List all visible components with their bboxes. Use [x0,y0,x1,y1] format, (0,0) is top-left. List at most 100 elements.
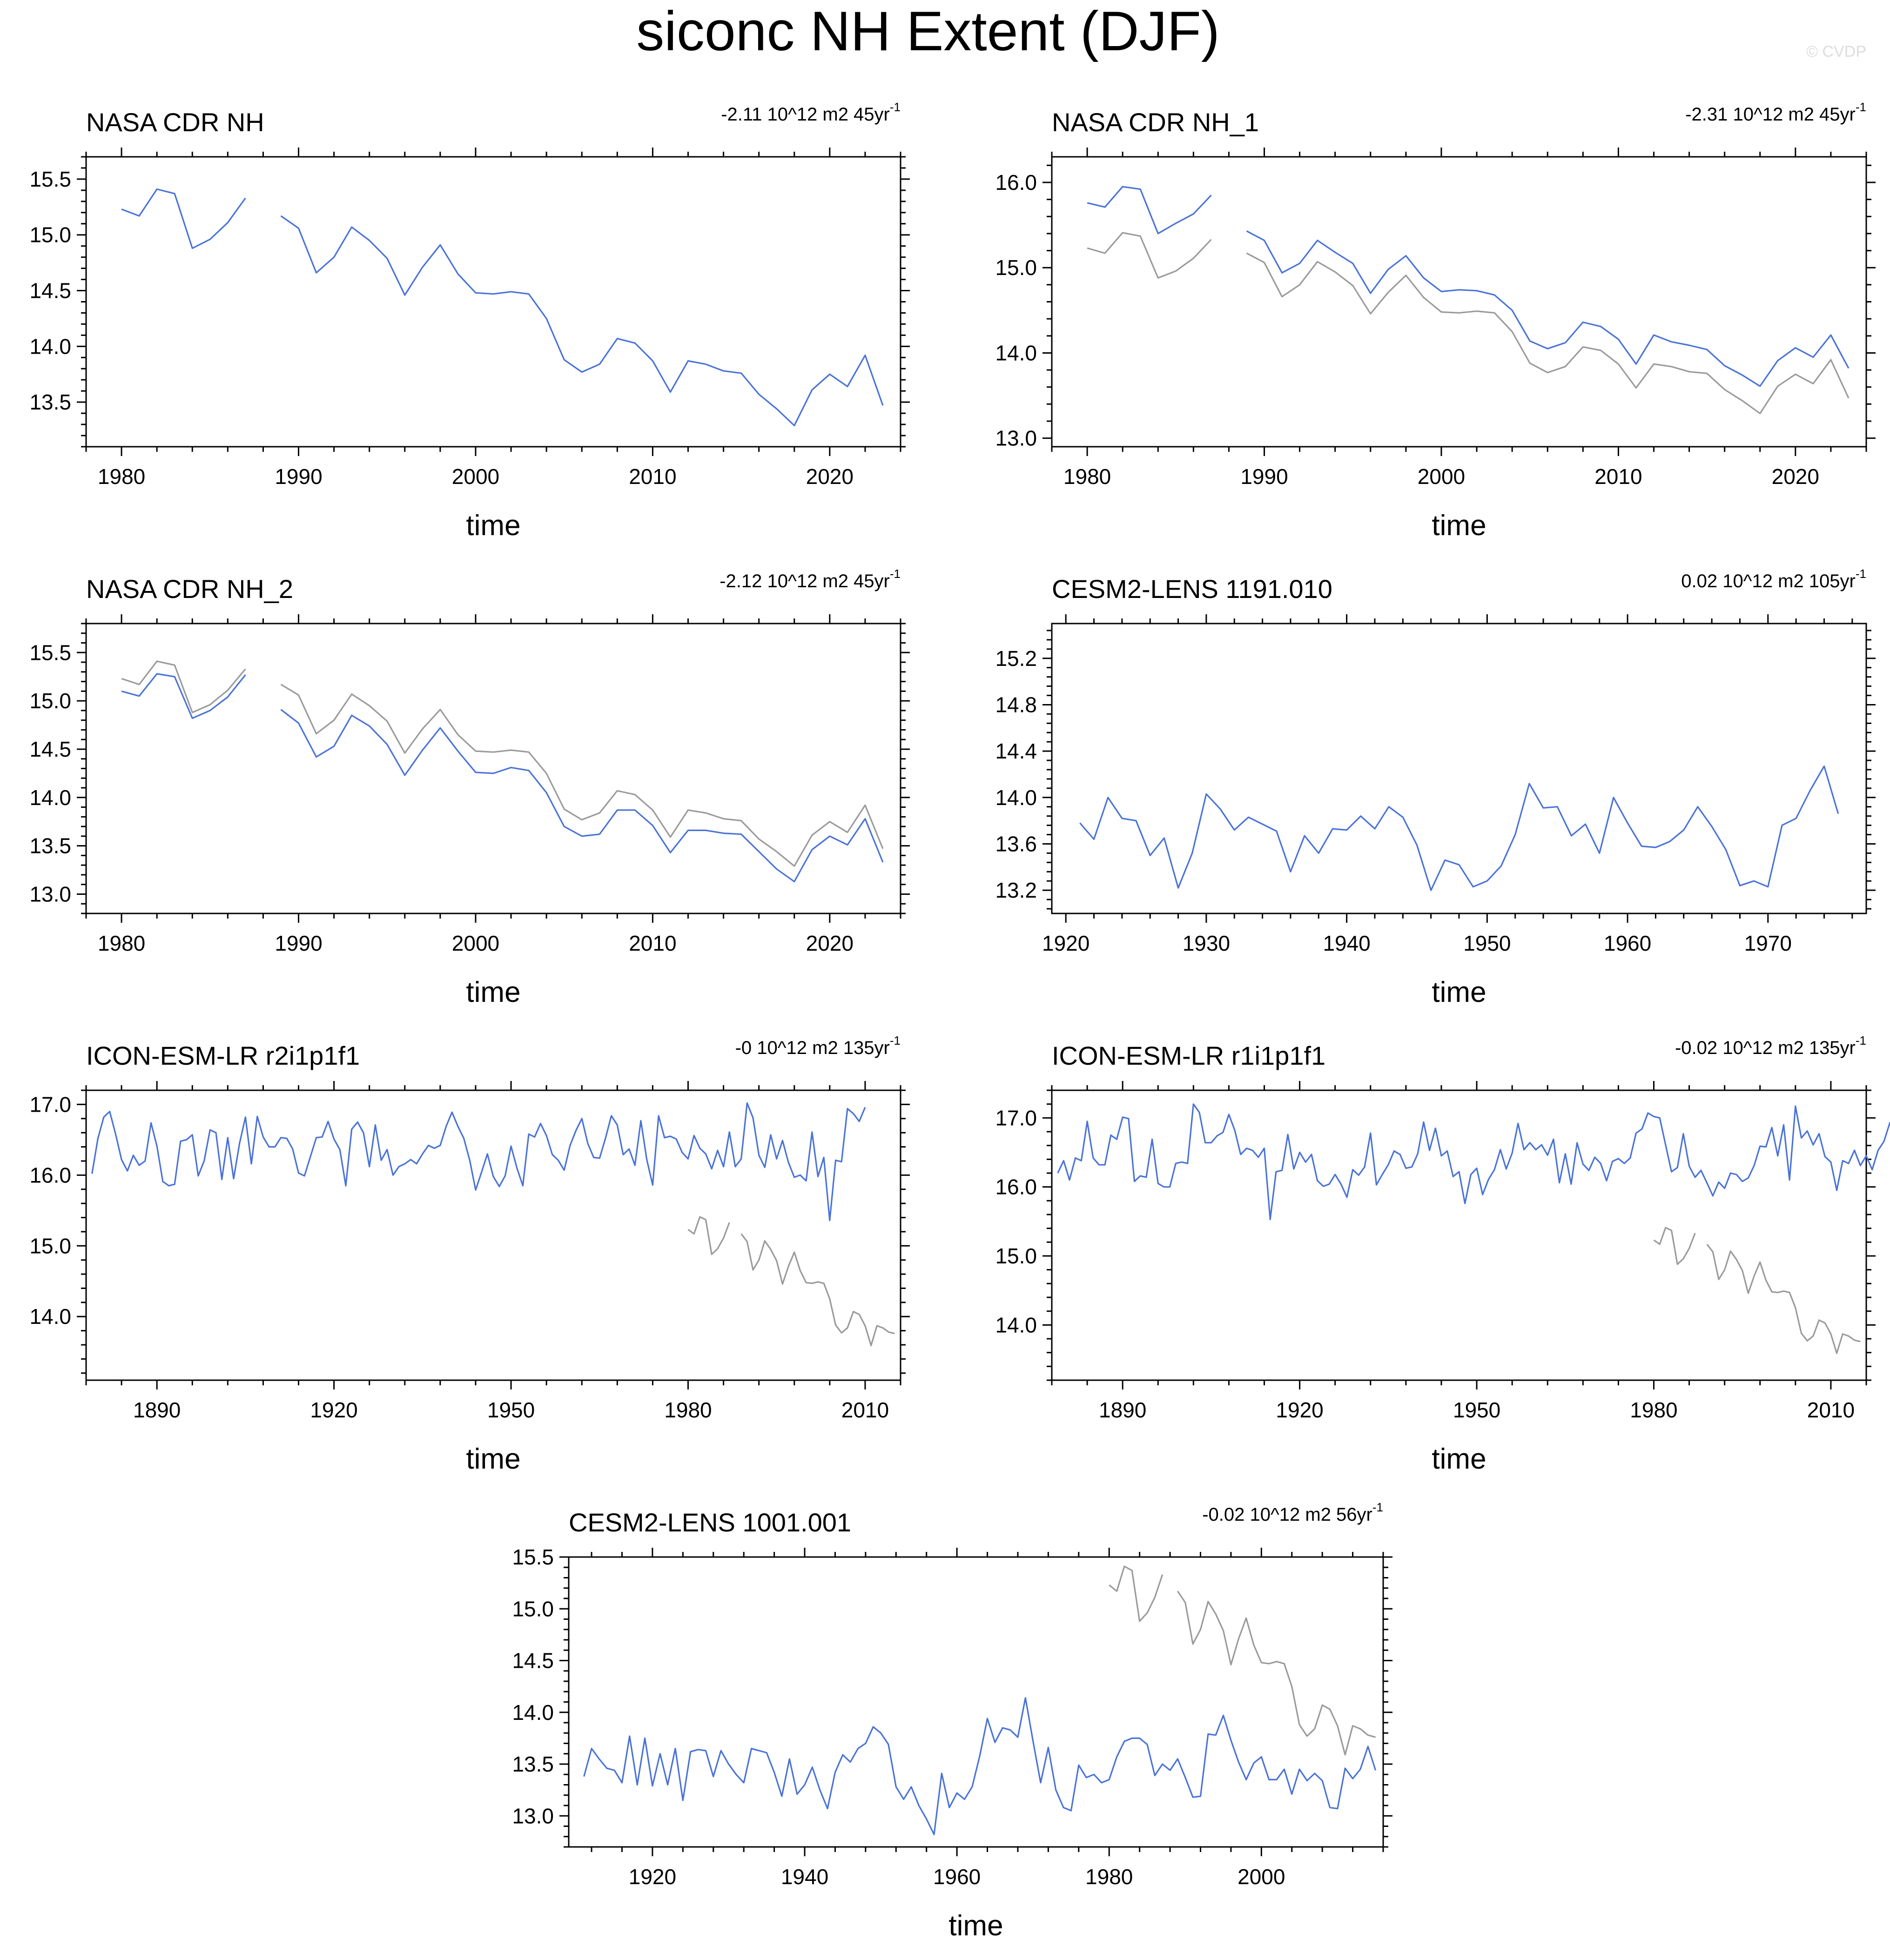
x-tick-label: 2020 [1772,464,1819,489]
panel-title: ICON-ESM-LR r1i1p1f1 [1052,1041,1325,1070]
series-line-nasa-cdr-nh [121,660,884,867]
x-tick-label: 2000 [452,464,499,489]
chart-panel-7: CESM2-LENS 1001.001 -0.02 10^12 m2 56yr-1… [512,1500,1392,1942]
chart-panel-4: CESM2-LENS 1191.010 0.02 10^12 m2 105yr-1… [995,567,1876,1008]
y-tick-label: 15.0 [995,1244,1037,1268]
y-tick-label: 14.5 [29,737,71,761]
x-tick-label: 1950 [1463,931,1511,955]
trend-value: -2.12 10^12 m2 45yr [720,571,890,591]
trend-exponent: -1 [1856,567,1866,581]
trend-annotation: -2.12 10^12 m2 45yr-1 [720,567,901,591]
plot-frame [1051,156,1867,448]
trend-value: -0.02 10^12 m2 135yr [1675,1038,1856,1058]
x-axis-title: time [466,510,520,542]
y-tick-label: 13.0 [29,882,71,906]
x-tick-label: 1970 [1744,931,1792,955]
y-tick-label: 15.5 [29,640,71,665]
series-line-nasa-cdr-nh [1653,1227,1861,1354]
y-tick-label: 13.5 [29,390,71,414]
x-tick-label: 1960 [933,1865,981,1889]
trend-exponent: -1 [890,100,901,114]
y-tick-label: 14.0 [512,1700,554,1725]
series-line-nasa-cdr-nh [1087,232,1850,415]
trend-exponent: -1 [890,1034,901,1047]
x-tick-label: 2020 [806,931,854,955]
y-tick-label: 16.0 [29,1163,71,1187]
panel-title: NASA CDR NH [86,107,264,137]
y-tick-label: 14.0 [29,785,71,810]
x-axis-title: time [948,1910,1003,1942]
trend-annotation: -0.02 10^12 m2 135yr-1 [1675,1034,1866,1058]
y-tick-label: 17.0 [995,1106,1037,1130]
y-tick-label: 15.0 [995,255,1037,280]
x-tick-label: 1940 [781,1865,828,1889]
x-tick-label: 1990 [275,931,322,955]
y-tick-label: 16.0 [995,1175,1037,1199]
y-tick-label: 14.4 [995,739,1037,763]
x-axis-title: time [466,1443,520,1475]
panel-title: NASA CDR NH_1 [1052,107,1259,137]
x-tick-label: 1980 [664,1398,712,1422]
x-tick-label: 1960 [1604,931,1651,955]
x-tick-label: 2010 [629,931,676,955]
y-tick-label: 15.5 [29,167,71,191]
y-tick-label: 14.8 [995,692,1037,717]
series-line-nasa-cdr-nh [1109,1565,1376,1756]
trend-value: -0.02 10^12 m2 56yr [1202,1504,1372,1525]
y-tick-label: 13.2 [995,878,1037,902]
x-tick-label: 2010 [629,464,676,489]
series-line-nasa-cdr-nh [121,188,884,427]
y-tick-label: 14.5 [512,1649,554,1673]
x-tick-label: 1920 [1276,1398,1323,1422]
x-axis-title: time [466,976,520,1008]
x-tick-label: 1890 [133,1398,181,1422]
x-tick-label: 1950 [1453,1398,1500,1422]
trend-exponent: -1 [1372,1500,1383,1514]
trend-value: 0.02 10^12 m2 105yr [1681,571,1856,591]
chart-panel-5: ICON-ESM-LR r2i1p1f1 -0 10^12 m2 135yr-1 1… [29,1034,910,1475]
y-tick-label: 15.0 [29,223,71,247]
trend-value: -0 10^12 m2 135yr [735,1038,890,1058]
y-tick-label: 14.0 [29,1304,71,1329]
series-line-nasa-cdr-nh-1 [1087,186,1850,387]
trend-exponent: -1 [890,567,901,581]
plot-frame [1051,1089,1867,1381]
x-tick-label: 1990 [275,464,322,489]
panel-title: CESM2-LENS 1191.010 [1052,574,1332,604]
trend-annotation: -0 10^12 m2 135yr-1 [735,1034,901,1058]
x-tick-label: 1920 [1042,931,1090,955]
trend-annotation: 0.02 10^12 m2 105yr-1 [1681,567,1866,591]
x-tick-label: 1980 [1085,1865,1133,1889]
plot-frame [568,1556,1384,1848]
panel-title: CESM2-LENS 1001.001 [569,1508,851,1537]
x-tick-label: 1980 [98,464,145,489]
y-tick-label: 13.5 [512,1752,554,1776]
y-tick-label: 14.0 [995,785,1037,810]
y-tick-label: 14.0 [995,341,1037,365]
chart-panel-2: NASA CDR NH_1 -2.31 10^12 m2 45yr-1 1980 19… [995,100,1876,542]
series-line-cesm2-lens-1001-001 [583,1697,1377,1835]
x-tick-label: 1980 [1063,464,1111,489]
x-tick-label: 1950 [487,1398,535,1422]
watermark-text: © CVDP [1806,43,1866,60]
series-line-cesm2-lens-1191-010 [1079,765,1839,891]
x-tick-label: 1920 [629,1865,676,1889]
x-tick-label: 1940 [1323,931,1370,955]
y-tick-label: 15.0 [29,1234,71,1258]
x-tick-label: 2000 [452,931,499,955]
y-tick-label: 13.6 [995,832,1037,856]
x-tick-label: 2010 [1807,1398,1855,1422]
y-tick-label: 15.0 [512,1597,554,1621]
chart-panel-6: ICON-ESM-LR r1i1p1f1 -0.02 10^12 m2 135yr… [995,1034,1890,1475]
series-line-nasa-cdr-nh [687,1216,895,1347]
x-tick-label: 1920 [310,1398,357,1422]
x-tick-label: 1930 [1183,931,1230,955]
trend-value: -2.11 10^12 m2 45yr [721,104,890,125]
plot-frame [85,1089,901,1381]
series-line-icon-esm-lr-r1i1p1f1 [1057,1103,1890,1220]
x-axis-title: time [1432,976,1486,1008]
trend-value: -2.31 10^12 m2 45yr [1685,104,1856,125]
y-tick-label: 13.0 [512,1804,554,1828]
